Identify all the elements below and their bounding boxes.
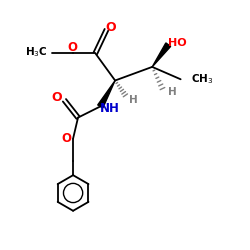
Polygon shape: [98, 80, 115, 108]
Text: NH: NH: [100, 102, 119, 115]
Text: O: O: [68, 41, 78, 54]
Text: O: O: [52, 91, 62, 104]
Text: H: H: [129, 94, 138, 104]
Text: HO: HO: [168, 38, 187, 48]
Text: O: O: [61, 132, 71, 144]
Text: CH$_3$: CH$_3$: [191, 72, 214, 86]
Polygon shape: [152, 43, 171, 67]
Text: H: H: [168, 86, 177, 97]
Text: O: O: [106, 21, 116, 34]
Text: H$_3$C: H$_3$C: [25, 45, 48, 59]
